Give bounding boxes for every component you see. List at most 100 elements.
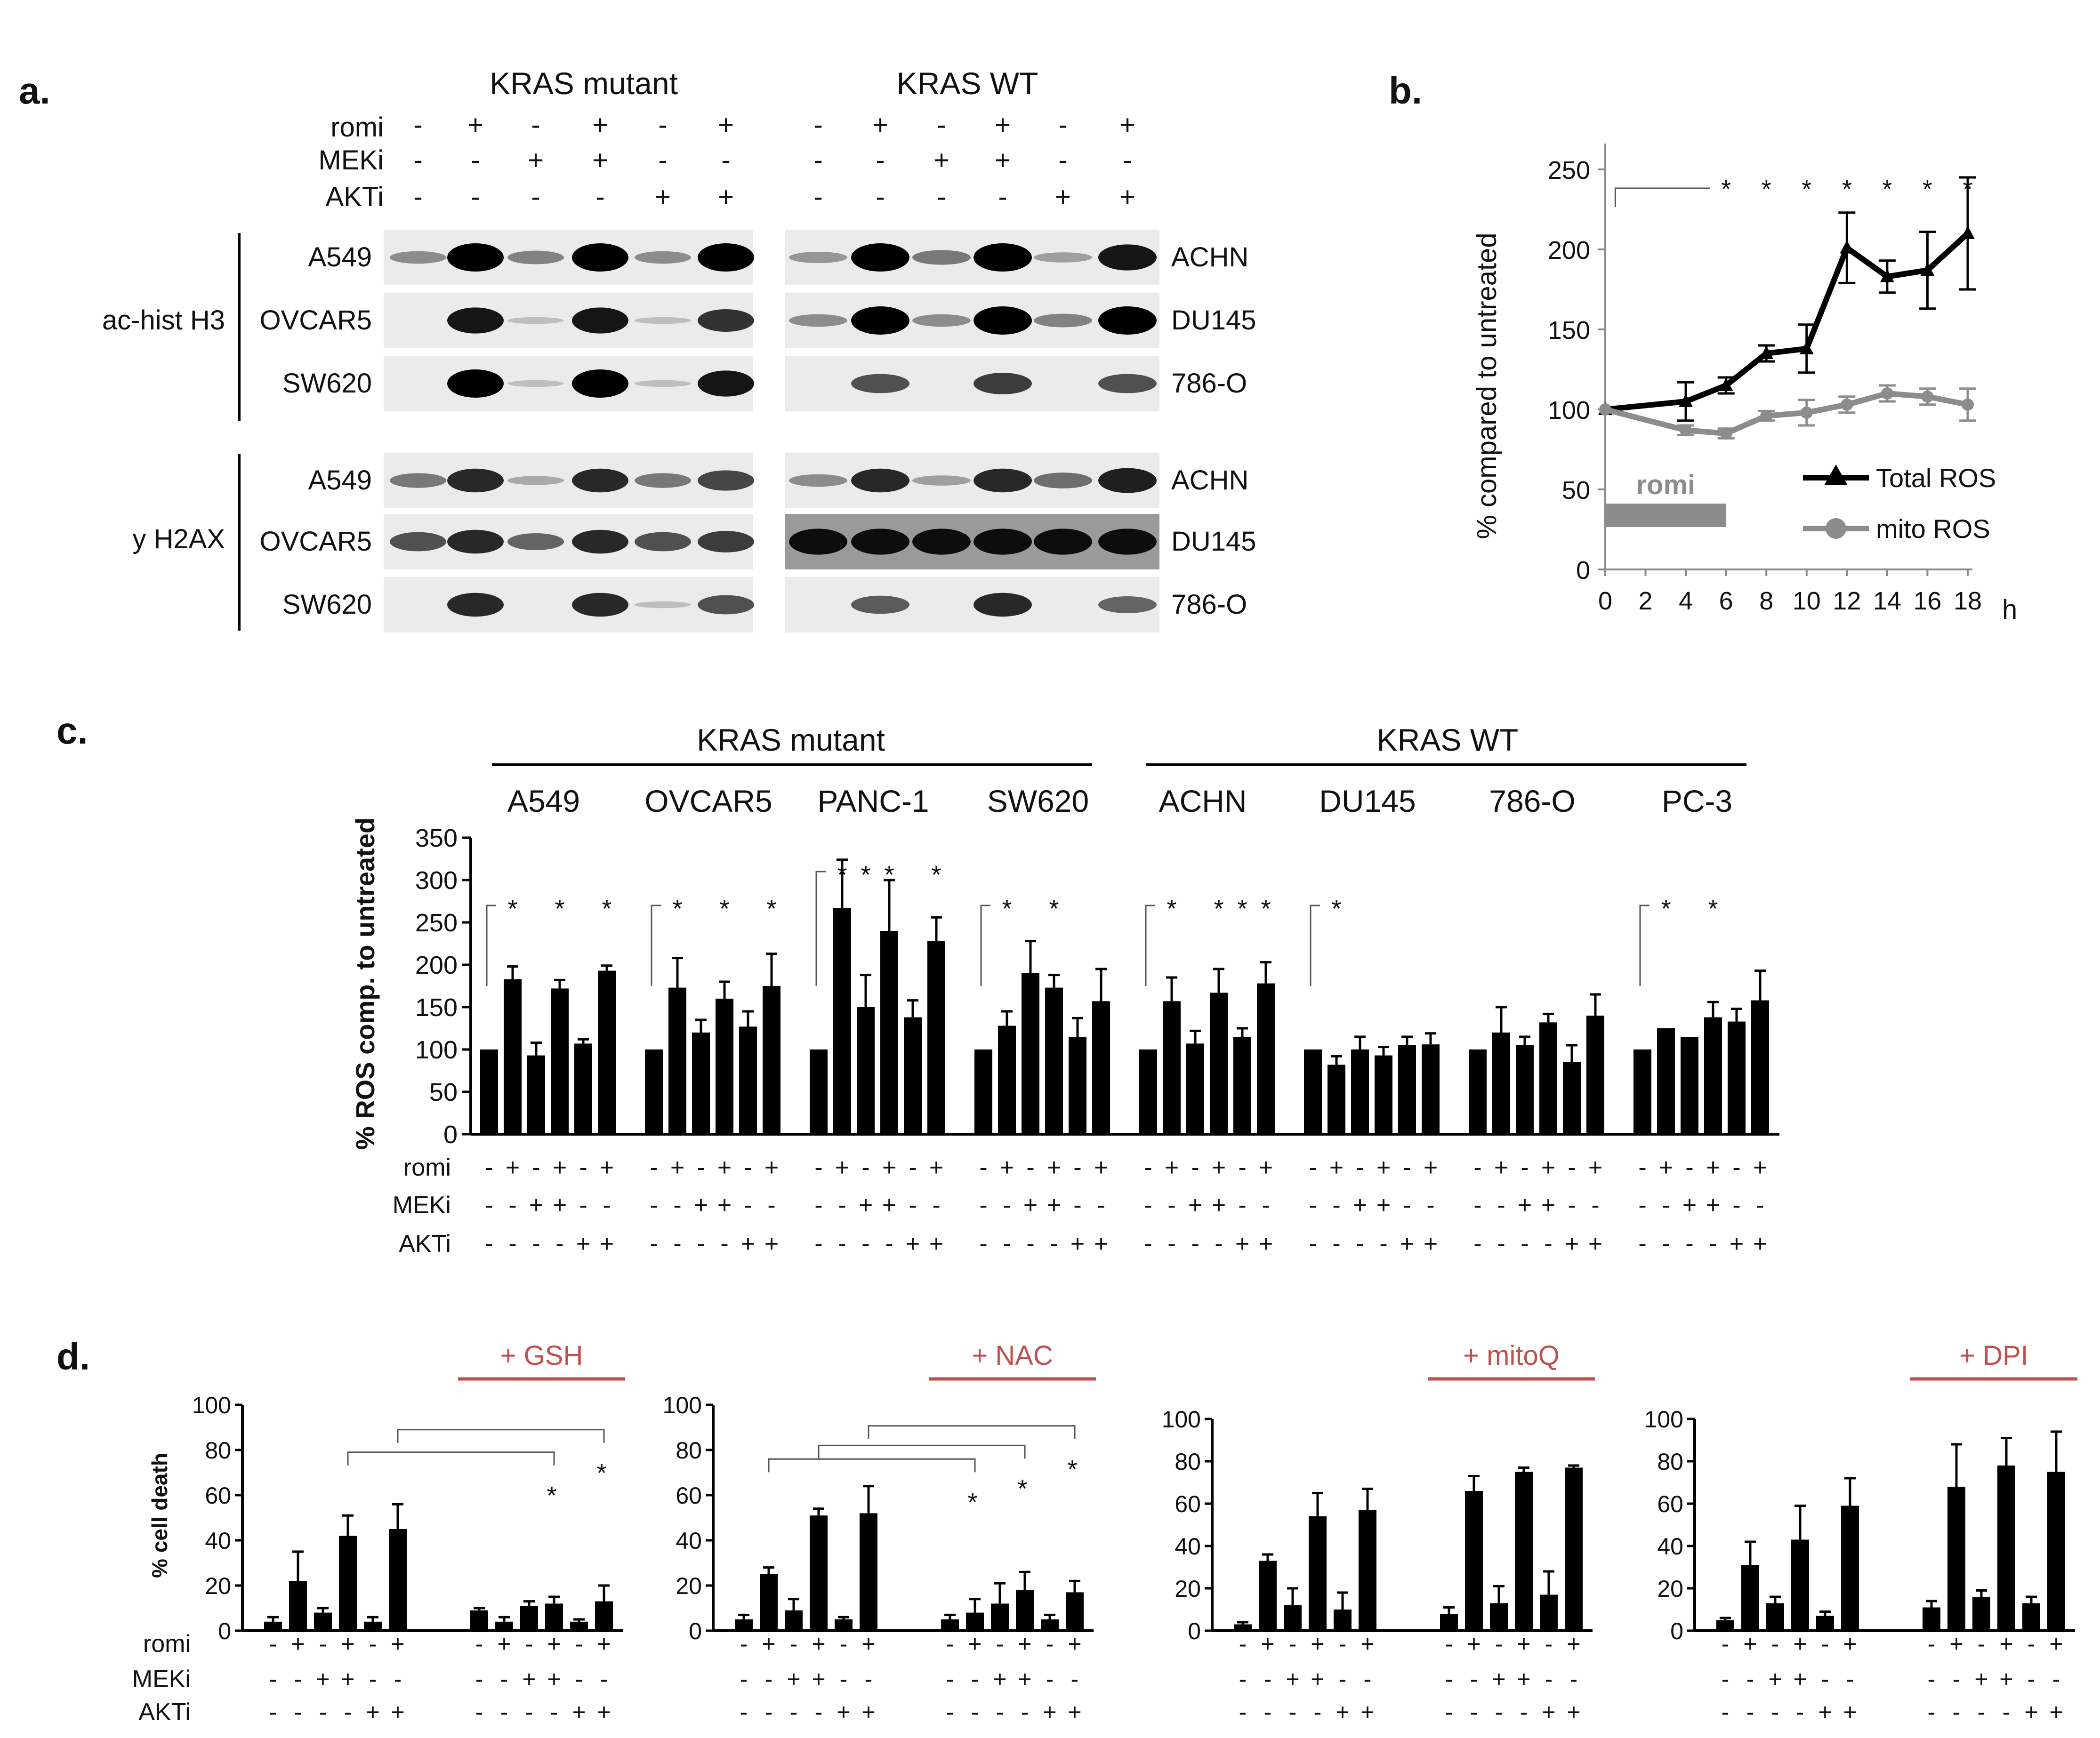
blot-band [1098,306,1157,335]
chart-c-treatment-sign: - [1215,1230,1223,1257]
chart-d-treatment-sign: + [861,1699,875,1725]
chart-c-treatment-sign: - [1662,1192,1670,1219]
chart-c-bar [857,1007,875,1134]
chart-d-treatment-sign: + [1517,1631,1530,1657]
chart-c-treatment-sign: + [1588,1230,1602,1257]
chart-c-significance-star: * [1261,895,1271,923]
blot-sign-right: - [998,182,1007,212]
chart-c-treatment-sign: - [720,1230,728,1257]
chart-c-treatment-sign: + [576,1230,590,1257]
chart-d-y-tick-label: 40 [676,1528,702,1554]
chart-c-bar [1492,1033,1510,1134]
chart-d-treatment-sign: - [1520,1699,1528,1725]
chart-d-treatment-sign: + [366,1699,379,1725]
chart-d-treatment-sign: - [1953,1666,1961,1692]
chart-c-significance-star: * [602,895,611,923]
chart-d-treatment-sign: - [1978,1631,1986,1657]
chart-c-significance-star: * [931,861,941,889]
chart-d-bar-control [1766,1603,1784,1631]
chart-d-treatment-label-akti: AKTi [138,1698,191,1726]
blot-band [447,369,504,398]
blot-sign-right: + [933,145,949,176]
blot-band [572,468,628,493]
chart-c-treatment-sign: + [600,1154,614,1181]
chart-c-treatment-sign: - [579,1192,587,1219]
chart-d-significance-star: * [547,1482,556,1510]
chart-c-treatment-sign: + [741,1230,755,1257]
chart-c-bar [480,1049,498,1134]
chart-d-treatment-sign: - [740,1631,748,1657]
chart-c-treatment-sign: - [1356,1154,1364,1181]
blot-band [635,380,691,387]
blot-strip-background [785,577,1159,633]
chart-b-point-mito-ros [1962,398,1974,411]
chart-c-treatment-sign: - [1709,1230,1717,1257]
chart-c-treatment-sign: - [650,1230,658,1257]
chart-c-treatment-sign: - [1568,1192,1576,1219]
chart-b-significance-star: * [1721,175,1731,203]
chart-c-significance-star: * [1214,895,1223,923]
chart-c-treatment-sign: - [1497,1192,1505,1219]
chart-d-treatment-sign: - [840,1666,848,1692]
chart-c-significance-star: * [507,895,517,923]
chart-d-treatment-sign: - [1314,1699,1322,1725]
chart-c-significance-star: * [1708,895,1718,923]
chart-c-bar [551,988,569,1134]
chart-c-y-tick-label: 300 [415,866,458,895]
chart-c-treatment-sign: - [1403,1192,1411,1219]
blot-band [1098,244,1157,271]
chart-c-treatment-sign: - [1050,1230,1058,1257]
chart-b-point-total-ros [1840,240,1854,254]
chart-c-treatment-sign: - [532,1154,540,1181]
chart-c-treatment-sign: - [1403,1154,1411,1181]
blot-band [507,317,564,324]
chart-c-significance-star: * [837,861,847,889]
chart-c-treatment-sign: + [906,1230,920,1257]
blot-sign-left: - [531,182,540,212]
blot-strip-background [785,514,1159,569]
chart-d-bar-control [1841,1506,1859,1631]
blot-band [851,306,909,335]
chart-c-treatment-sign: + [1235,1230,1249,1257]
chart-c-bar [1422,1044,1440,1134]
chart-d-treatment-sign: + [597,1699,611,1725]
chart-b-series-line [1604,390,1969,437]
chart-d-bar-treated [966,1612,984,1631]
blot-band [974,243,1032,272]
chart-c-treatment-sign: - [485,1192,493,1219]
chart-d-treatment-sign: - [575,1666,583,1692]
chart-d-significance-star: * [596,1459,606,1487]
chart-d-treatment-sign: - [1264,1699,1272,1725]
chart-c-treatment-sign: - [1144,1192,1152,1219]
chart-c-treatment-sign: - [1756,1192,1764,1219]
chart-c-treatment-sign: - [1073,1154,1081,1181]
chart-c-treatment-sign: + [1706,1192,1720,1219]
chart-c-treatment-sign: + [1376,1154,1391,1181]
chart-d-bar-treated [1490,1603,1508,1631]
chart-d-treatment-sign: + [1843,1631,1857,1657]
blot-strip-background [384,293,753,348]
chart-d-bar-control [389,1529,407,1631]
chart-c-treatment-sign: - [1568,1154,1576,1181]
blot-sign-left: + [655,182,671,212]
chart-c-treatment-sign: - [485,1230,493,1257]
chart-c-bar [574,1043,592,1134]
chart-c-treatment-sign: + [717,1154,732,1181]
chart-c-bar [1469,1049,1487,1134]
chart-c-treatment-sign: + [1259,1230,1273,1257]
chart-b-x-tick-label: 16 [1913,587,1941,615]
chart-d-y-tick-label: 100 [1644,1406,1683,1433]
chart-c-treatment-sign: - [1356,1230,1364,1257]
chart-c-bar [1563,1062,1581,1134]
chart-d-bar-treated [570,1621,588,1631]
chart-c-treatment-sign: - [1732,1192,1740,1219]
chart-c-treatment-sign: + [553,1154,567,1181]
blot-band [447,307,504,334]
panel-b-line-chart: % compared to untreated h 05010015020025… [1472,144,2017,625]
chart-c-significance-bracket [1145,905,1155,986]
blot-band [851,243,909,272]
blot-sign-right: + [1119,110,1135,140]
chart-c-treatment-sign: + [1518,1192,1532,1219]
blot-band [507,533,564,550]
chart-b-legend-label: Total ROS [1876,463,1996,493]
